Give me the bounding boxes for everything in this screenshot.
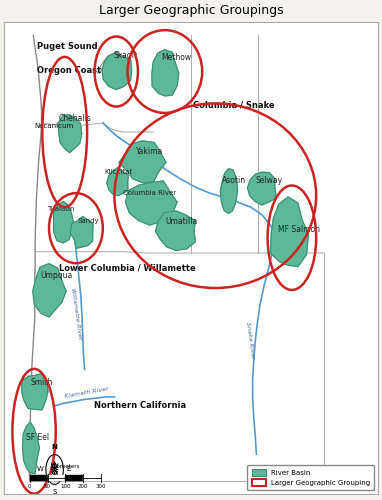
Legend: River Basin, Larger Geographic Grouping: River Basin, Larger Geographic Grouping [248,465,374,490]
Text: Columbia / Snake: Columbia / Snake [193,101,275,110]
Text: Klickitat: Klickitat [104,169,132,175]
Text: Snake River: Snake River [245,322,255,360]
Text: Klamath River: Klamath River [65,386,110,400]
Text: 50: 50 [44,484,51,489]
Text: Willamette River: Willamette River [70,288,83,341]
Text: Oregon Coast: Oregon Coast [37,66,101,75]
Polygon shape [23,422,39,474]
Text: Puget Sound: Puget Sound [37,42,98,50]
Polygon shape [248,172,277,205]
Text: Selway: Selway [256,176,283,185]
Text: MF Salmon: MF Salmon [278,225,320,234]
Polygon shape [271,197,308,266]
Polygon shape [155,211,196,250]
Text: W: W [36,466,43,472]
Polygon shape [53,202,73,243]
Text: Kilometers: Kilometers [51,464,80,469]
Polygon shape [125,181,177,225]
Text: Umatilla: Umatilla [165,216,198,226]
Text: Lower Columbia / Willamette: Lower Columbia / Willamette [59,263,196,272]
Text: Sandy: Sandy [78,218,99,224]
Polygon shape [152,50,179,96]
Text: Tualatin: Tualatin [47,206,75,212]
Text: 300: 300 [96,484,107,489]
Text: 100: 100 [60,484,71,489]
Text: Umpqua: Umpqua [40,272,73,280]
Text: Smith: Smith [30,378,53,387]
Text: Chehalis: Chehalis [59,114,92,122]
Title: Larger Geographic Groupings: Larger Geographic Groupings [99,4,283,17]
Text: Methow: Methow [161,53,191,62]
Text: Northern California: Northern California [94,402,186,410]
Text: Asotin: Asotin [222,176,246,185]
Text: SF Eel: SF Eel [26,433,49,442]
Polygon shape [70,216,93,248]
Polygon shape [58,115,82,152]
Text: Yakima: Yakima [136,146,163,156]
Text: E: E [66,466,70,472]
Text: Skagit: Skagit [113,51,138,60]
Polygon shape [33,264,66,317]
Text: S: S [52,489,57,495]
Text: 0: 0 [28,484,31,489]
Text: Columbia River: Columbia River [123,190,176,196]
Polygon shape [220,168,238,214]
Polygon shape [22,374,48,410]
Text: 200: 200 [78,484,89,489]
Text: N: N [52,444,58,450]
Text: Necanicum: Necanicum [35,124,74,130]
Polygon shape [107,167,128,196]
Polygon shape [119,141,166,182]
Polygon shape [102,52,131,90]
